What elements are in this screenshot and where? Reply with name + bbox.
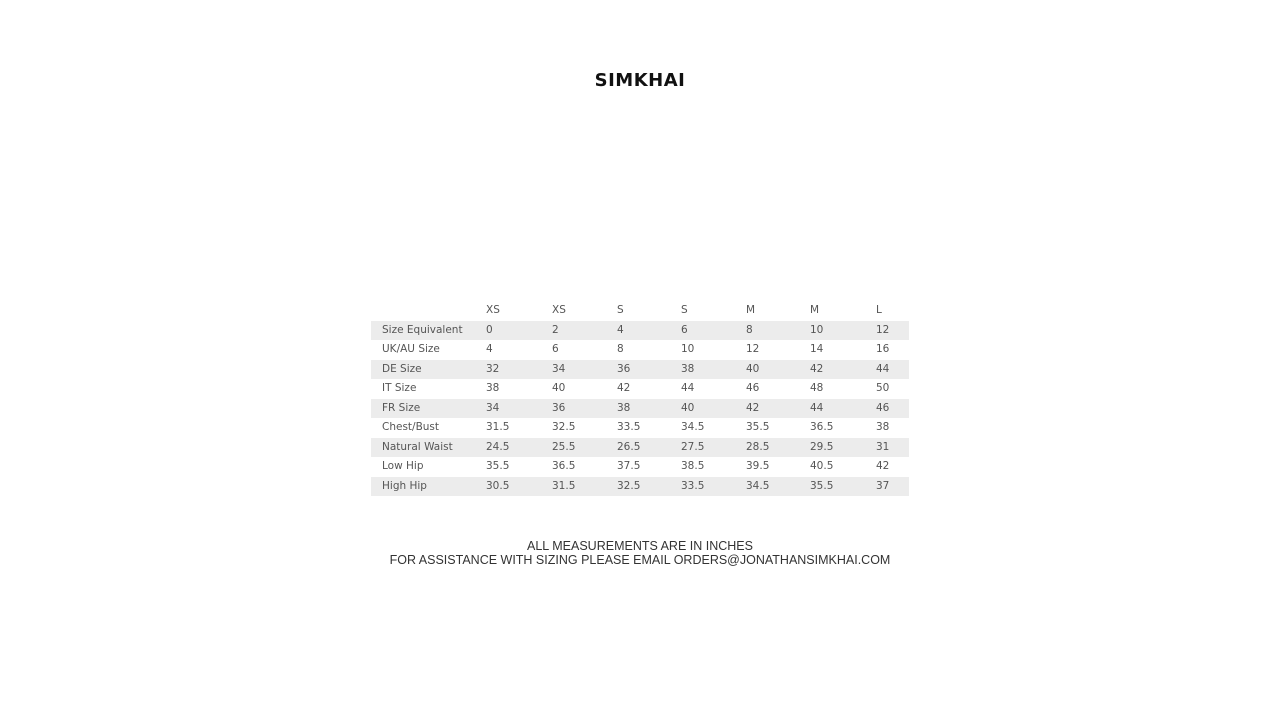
table-cell: 34 — [486, 401, 500, 414]
table-cell: 42 — [810, 362, 824, 375]
size-header-cell: S — [681, 304, 688, 316]
measurement-note: ALL MEASUREMENTS ARE IN INCHES — [527, 539, 753, 553]
assistance-note: FOR ASSISTANCE WITH SIZING PLEASE EMAIL … — [389, 553, 891, 567]
table-cell: 32 — [486, 362, 500, 375]
size-header-cell: M — [810, 304, 820, 316]
size-header-cell: M — [746, 304, 756, 316]
size-header-row: XS XS S S M M L — [371, 301, 909, 321]
table-cell: 27.5 — [681, 440, 705, 453]
table-cell: 24.5 — [486, 440, 510, 453]
row-label: High Hip — [382, 479, 427, 492]
table-row: IT Size 38 40 42 44 46 48 50 — [371, 379, 909, 399]
size-chart-table: XS XS S S M M L Size Equivalent 0 2 4 6 8 10 12 UK/AU S… — [371, 301, 909, 496]
table-row: UK/AU Size 4 6 8 10 12 14 16 — [371, 340, 909, 360]
table-cell: 42 — [617, 382, 631, 394]
table-cell: 6 — [681, 323, 688, 336]
table-cell: 12 — [746, 343, 760, 355]
table-cell: 16 — [876, 343, 890, 355]
table-cell: 28.5 — [746, 440, 770, 453]
table-cell: 44 — [681, 382, 695, 394]
table-cell: 35.5 — [810, 479, 834, 492]
table-cell: 34.5 — [746, 479, 770, 492]
table-cell: 32.5 — [617, 479, 641, 492]
table-row: Low Hip 35.5 36.5 37.5 38.5 39.5 40.5 42 — [371, 457, 909, 477]
table-cell: 50 — [876, 382, 890, 394]
table-cell: 34 — [552, 362, 566, 375]
table-cell: 6 — [552, 343, 559, 355]
table-cell: 38 — [617, 401, 631, 414]
table-cell: 37.5 — [617, 460, 641, 472]
table-cell: 30.5 — [486, 479, 510, 492]
table-cell: 29.5 — [810, 440, 834, 453]
table-cell: 31 — [876, 440, 890, 453]
table-cell: 8 — [746, 323, 753, 336]
table-cell: 36 — [617, 362, 631, 375]
table-cell: 44 — [876, 362, 890, 375]
table-cell: 42 — [876, 460, 890, 472]
row-label: Low Hip — [382, 460, 424, 472]
table-cell: 2 — [552, 323, 559, 336]
table-cell: 33.5 — [681, 479, 705, 492]
table-cell: 44 — [810, 401, 824, 414]
table-cell: 10 — [681, 343, 695, 355]
table-cell: 40 — [681, 401, 695, 414]
table-cell: 40 — [552, 382, 566, 394]
table-cell: 36.5 — [552, 460, 576, 472]
table-cell: 32.5 — [552, 421, 576, 433]
table-row: Natural Waist 24.5 25.5 26.5 27.5 28.5 29.5 31 — [371, 437, 909, 457]
table-cell: 12 — [876, 323, 890, 336]
table-cell: 0 — [486, 323, 493, 336]
table-cell: 38 — [681, 362, 695, 375]
table-cell: 4 — [486, 343, 493, 355]
table-cell: 31.5 — [552, 479, 576, 492]
table-cell: 38.5 — [681, 460, 705, 472]
table-cell: 35.5 — [746, 421, 770, 433]
table-row: Size Equivalent 0 2 4 6 8 10 12 — [371, 320, 909, 340]
table-cell: 38 — [876, 421, 890, 433]
table-cell: 36 — [552, 401, 566, 414]
table-cell: 33.5 — [617, 421, 641, 433]
table-row: Chest/Bust 31.5 32.5 33.5 34.5 35.5 36.5 38 — [371, 418, 909, 438]
brand-logo[interactable]: SIMKHAI — [594, 70, 686, 91]
table-cell: 38 — [486, 382, 500, 394]
table-cell: 8 — [617, 343, 624, 355]
row-label: UK/AU Size — [382, 343, 440, 355]
table-cell: 10 — [810, 323, 824, 336]
table-cell: 48 — [810, 382, 824, 394]
table-cell: 46 — [746, 382, 760, 394]
row-label: Natural Waist — [382, 440, 453, 453]
table-cell: 31.5 — [486, 421, 510, 433]
row-label: Size Equivalent — [382, 323, 463, 336]
table-row: DE Size 32 34 36 38 40 42 44 — [371, 359, 909, 379]
size-header-cell: XS — [486, 304, 500, 316]
table-cell: 40.5 — [810, 460, 834, 472]
row-label: DE Size — [382, 362, 422, 375]
table-cell: 36.5 — [810, 421, 834, 433]
table-cell: 39.5 — [746, 460, 770, 472]
table-cell: 14 — [810, 343, 824, 355]
table-cell: 34.5 — [681, 421, 705, 433]
table-cell: 46 — [876, 401, 890, 414]
size-header-cell: L — [876, 304, 882, 316]
row-label: Chest/Bust — [382, 421, 440, 433]
table-row: High Hip 30.5 31.5 32.5 33.5 34.5 35.5 37 — [371, 476, 909, 496]
table-cell: 4 — [617, 323, 624, 336]
size-header-cell: S — [617, 304, 624, 316]
size-header-cell: XS — [552, 304, 566, 316]
table-cell: 42 — [746, 401, 760, 414]
table-cell: 25.5 — [552, 440, 576, 453]
table-cell: 26.5 — [617, 440, 641, 453]
table-cell: 35.5 — [486, 460, 510, 472]
row-label: IT Size — [382, 382, 417, 394]
table-row: FR Size 34 36 38 40 42 44 46 — [371, 398, 909, 418]
row-label: FR Size — [382, 401, 421, 414]
table-cell: 37 — [876, 479, 890, 492]
table-cell: 40 — [746, 362, 760, 375]
